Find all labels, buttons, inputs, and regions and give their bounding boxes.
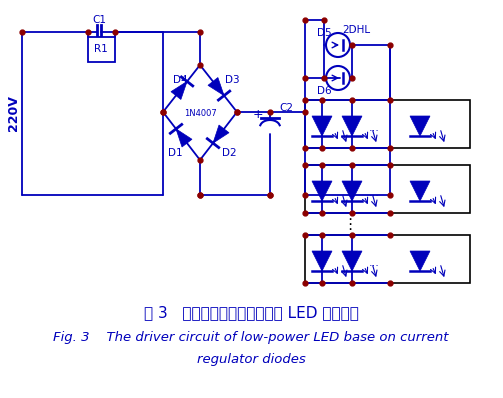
Text: ⋮: ⋮	[343, 217, 358, 232]
Text: D1: D1	[168, 148, 183, 158]
Polygon shape	[208, 78, 224, 96]
Polygon shape	[342, 251, 362, 271]
Bar	[305, 165, 470, 213]
Text: D5: D5	[317, 28, 331, 38]
Polygon shape	[213, 125, 229, 143]
Polygon shape	[312, 181, 332, 201]
Polygon shape	[410, 251, 430, 271]
Bar	[305, 235, 470, 283]
Polygon shape	[312, 116, 332, 136]
Polygon shape	[312, 251, 332, 271]
Polygon shape	[342, 181, 362, 201]
Text: D3: D3	[225, 75, 239, 85]
Text: R1: R1	[94, 44, 108, 54]
Text: 1N4007: 1N4007	[184, 109, 216, 117]
Text: D6: D6	[317, 86, 331, 96]
Text: D4: D4	[173, 75, 188, 85]
Text: ...: ...	[369, 188, 379, 198]
Text: ...: ...	[369, 123, 379, 133]
Polygon shape	[176, 129, 192, 147]
Bar	[305, 100, 470, 148]
Text: 2DHL: 2DHL	[342, 25, 370, 35]
Text: regulator diodes: regulator diodes	[197, 353, 305, 367]
Text: C1: C1	[92, 15, 106, 25]
Text: 220V: 220V	[8, 95, 21, 131]
Bar	[88, 37, 115, 62]
Text: +: +	[253, 109, 263, 121]
Polygon shape	[410, 181, 430, 201]
Text: Fig. 3    The driver circuit of low-power LED base on current: Fig. 3 The driver circuit of low-power L…	[53, 332, 449, 345]
Polygon shape	[171, 82, 187, 100]
Polygon shape	[342, 116, 362, 136]
Text: ...: ...	[369, 258, 379, 268]
Text: C2: C2	[279, 103, 293, 113]
Text: D2: D2	[222, 148, 236, 158]
Polygon shape	[410, 116, 430, 136]
Text: 图 3   基于恒流二极管的小功率 LED 驱动电路: 图 3 基于恒流二极管的小功率 LED 驱动电路	[143, 306, 359, 320]
